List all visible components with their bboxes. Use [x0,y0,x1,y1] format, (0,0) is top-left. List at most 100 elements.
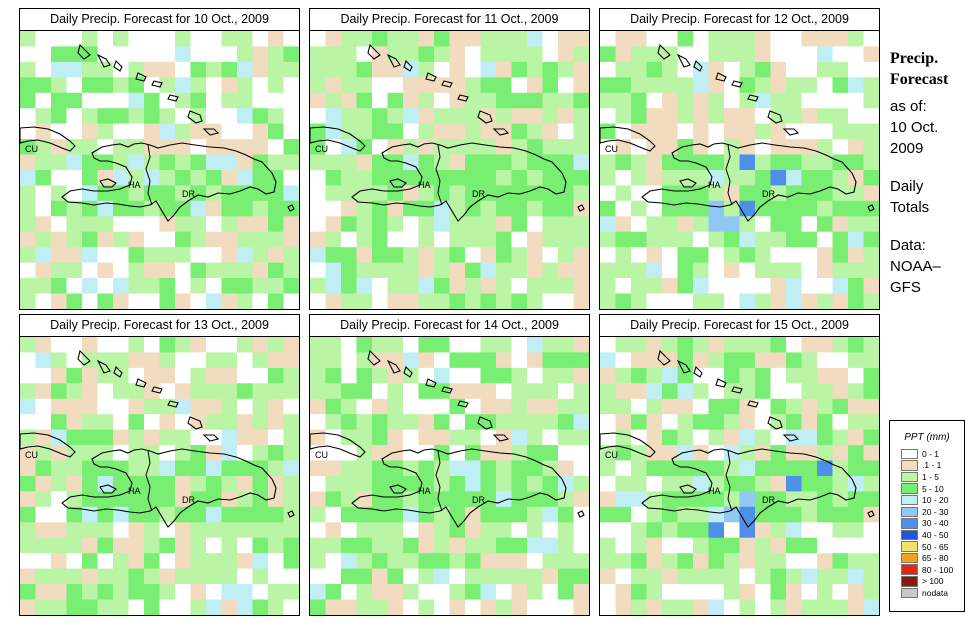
grid-cell [356,92,373,109]
grid-cell [403,293,420,309]
grid-cell [20,414,37,431]
grid-cell [310,506,327,523]
coastline [386,53,401,68]
grid-cell [848,553,865,570]
grid-cell [832,383,849,400]
grid-cell [755,293,772,309]
grid-cell [372,599,389,615]
grid-cell [51,553,68,570]
grid-cell [144,200,161,217]
grid-cell [786,337,803,353]
grid-cell [848,337,865,353]
grid-cell [801,293,818,309]
grid-cell [35,139,52,156]
grid-cell [237,506,254,523]
grid-cell [283,367,299,384]
grid-cell [237,553,254,570]
grid-cell [175,293,192,309]
grid-cell [511,476,528,492]
grid-cell [403,200,420,217]
grid-cell [527,506,544,523]
grid-cell [283,445,299,462]
legend-label: 65 - 80 [922,553,949,564]
grid-cell [175,262,192,279]
grid-cell [356,367,373,384]
grid-cell [356,568,373,585]
legend-label: 20 - 30 [922,506,949,517]
grid-cell [480,367,497,384]
legend-item: 30 - 40 [890,518,964,530]
grid-cell [801,429,818,446]
grid-cell [283,200,299,217]
grid-cell [356,429,373,446]
grid-cell [175,108,192,125]
grid-cell [615,491,632,508]
grid-cell [144,491,161,508]
grid-cell [480,293,497,309]
precip-map: CU HA DR [19,336,300,616]
grid-cell [82,154,99,171]
grid-cell [558,154,575,171]
grid-cell [600,200,617,217]
grid-cell [724,491,741,508]
grid-cell [82,460,99,477]
grid-cell [159,154,176,171]
grid-cell [252,337,269,353]
coastline [77,349,91,366]
grid-cell [496,46,513,63]
grid-cell [268,383,285,400]
grid-cell [615,445,632,462]
grid-cell [144,398,161,415]
grid-cell [97,568,114,585]
grid-cell [724,61,741,78]
coastline [731,80,743,88]
grid-cell [600,247,617,264]
grid-cell [724,139,741,156]
grid-cell [770,367,787,384]
grid-cell [646,367,663,384]
grid-cell [20,123,37,140]
grid-cell [325,139,342,156]
grid-cell [527,200,544,217]
legend-swatch [901,448,918,460]
grid-cell [739,185,756,202]
grid-cell [646,31,663,47]
grid-cell [372,216,389,233]
grid-cell [449,200,466,217]
grid-cell [646,460,663,477]
grid-cell [631,293,648,309]
grid-cell [558,31,575,47]
grid-cell [51,278,68,294]
grid-cell [51,262,68,279]
grid-cell [341,154,358,171]
grid-cell [832,231,849,248]
grid-cell [97,139,114,156]
country-label-cu: CU [605,144,618,154]
grid-cell [341,231,358,248]
grid-cell [527,123,544,140]
grid-cell [542,216,559,233]
grid-cell [97,476,114,492]
grid-cell [159,383,176,400]
grid-cell [175,77,192,94]
grid-cell [465,383,482,400]
grid-cell [755,92,772,109]
grid-cell [221,61,238,78]
grid-cell [615,383,632,400]
grid-cell [496,92,513,109]
grid-cell [708,278,725,294]
grid-cell [600,553,617,570]
grid-cell [527,537,544,554]
grid-cell [662,92,679,109]
grid-cell [631,216,648,233]
grid-cell [646,429,663,446]
grid-cell [739,476,756,492]
grid-cell [755,123,772,140]
grid-cell [159,262,176,279]
grid-cell [82,491,99,508]
grid-cell [221,584,238,600]
grid-cell [310,247,327,264]
grid-cell [113,429,130,446]
grid-cell [465,61,482,78]
grid-cell [283,599,299,615]
